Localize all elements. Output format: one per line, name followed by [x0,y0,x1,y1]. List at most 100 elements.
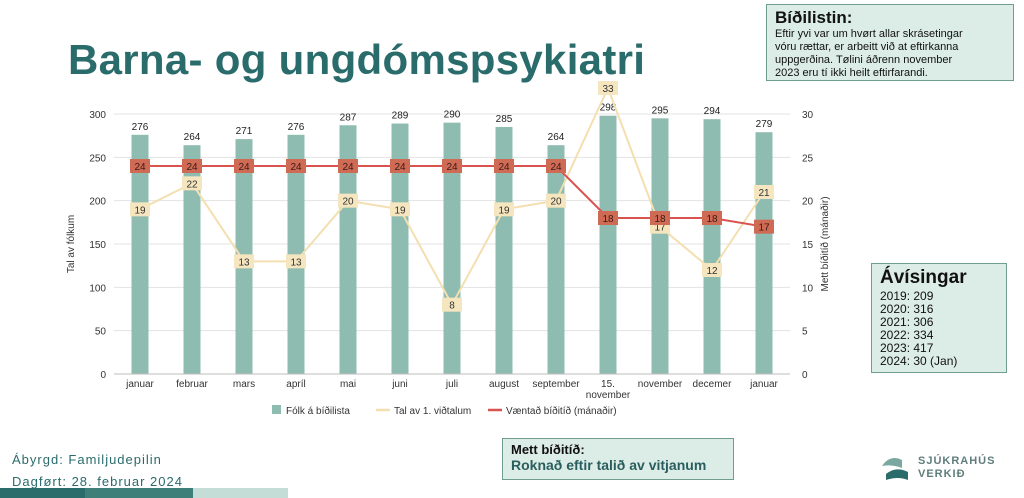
estimated-wait-heading: Mett bíðitíð: [511,442,585,457]
x-tick-label: decemer [693,379,733,390]
bar-value-label: 294 [704,106,721,117]
estimated-wait-text: Roknað eftir talið av vitjanum [511,457,707,473]
y2-tick-label: 30 [802,110,814,121]
wait-point [546,159,566,173]
visits-point [130,202,150,217]
x-tick-label: september [532,379,580,390]
y-tick-label: 100 [89,283,106,294]
y-tick-label: 200 [89,197,106,208]
visits-point [546,193,566,208]
y2-tick-label: 10 [802,283,814,294]
referrals-box: Ávísingar 2019: 209 2020: 316 2021: 306 … [871,263,1007,373]
wait-point [390,159,410,173]
bar [547,145,565,374]
x-tick-label: januar [125,379,154,390]
bar-value-label: 285 [496,114,513,125]
bar [287,134,305,374]
visits-value-label: 20 [550,197,562,208]
wait-value-label: 24 [134,162,146,173]
bar [703,119,721,374]
visits-value-label: 17 [654,223,666,234]
referrals-row: 2020: 316 [880,302,934,316]
legend-label: Fólk á bíðilista [286,405,350,417]
bar-value-label: 298 [600,103,617,114]
y2-tick-label: 5 [802,327,808,338]
bar-value-label: 289 [392,111,409,122]
y-tick-label: 250 [89,153,106,164]
wait-point [494,159,514,173]
x-tick-label: apríl [286,379,305,390]
visits-point [494,202,514,217]
wait-value-label: 18 [602,214,614,225]
y-tick-label: 50 [95,327,107,338]
visits-point [650,219,670,234]
footer-stripe [0,488,85,498]
x-tick-label: juli [445,379,458,390]
wait-line [140,165,765,228]
visits-point [234,254,254,269]
y-tick-label: 0 [100,370,106,381]
wait-value-label: 24 [394,162,406,173]
y2-tick-label: 25 [802,153,814,164]
logo-line: VERKIÐ [918,468,966,480]
x-tick-label: februar [176,379,208,390]
x-tick-label: november [638,379,683,390]
x-tick-label: januar [749,379,778,390]
responsible-text: Ábyrgd: Familjudepilin [12,452,162,467]
updated-text: Dagført: 28. februar 2024 [12,474,183,489]
referrals-row: 2021: 306 [880,315,934,329]
visits-point [390,202,410,217]
visits-point [182,176,202,191]
visits-value-label: 19 [134,205,146,216]
bar [235,139,253,374]
wait-point [130,159,150,173]
visits-value-label: 13 [290,257,302,268]
visits-value-label: 22 [186,179,198,190]
visits-point [442,297,462,312]
referrals-row: 2023: 417 [880,341,934,355]
estimated-wait-note: Mett bíðitíð: Roknað eftir talið av vitj… [502,438,734,480]
x-tick-label: november [586,390,631,401]
wait-value-label: 18 [706,214,718,225]
waiting-list-note-line: 2023 eru tí ikki heilt eftirfarandi. [775,67,928,79]
wait-value-label: 24 [498,162,510,173]
wait-point [182,159,202,173]
wait-value-label: 17 [758,223,770,234]
waiting-list-note-heading: Bíðilistin: [775,8,853,27]
y2-axis-title: Mett bíðitíð (mánaðir) [819,196,831,291]
visits-point [754,185,774,199]
bar [495,127,513,374]
wait-point [650,211,670,225]
wait-point [702,211,722,225]
x-tick-label: 15. [601,379,615,390]
wait-point [442,159,462,173]
visits-value-label: 20 [342,197,354,208]
wait-point [286,159,306,173]
logo-line: SJÚKRAHÚS [918,455,996,467]
visits-point [338,193,358,208]
bar [391,123,409,375]
waiting-list-note: Bíðilistin: Eftir yvi var um hvørt allar… [766,4,1014,81]
x-tick-label: mars [233,379,255,390]
bar-value-label: 287 [340,112,357,123]
wait-value-label: 24 [550,162,562,173]
y2-tick-label: 20 [802,197,814,208]
referrals-heading: Ávísingar [880,267,967,288]
wait-value-label: 24 [342,162,354,173]
visits-value-label: 13 [238,257,250,268]
y-tick-label: 300 [89,110,106,121]
footer-stripe [85,488,193,498]
bar [443,122,461,375]
footer-stripe [193,488,288,498]
visits-line [139,85,765,307]
visits-value-label: 19 [498,205,510,216]
logo-wordmark: SJÚKRAHÚS VERKIÐ [918,455,995,481]
wait-point [754,219,774,234]
waiting-list-note-line: Eftir yvi var um hvørt allar skrásetinga… [775,28,963,40]
y-tick-label: 150 [89,240,106,251]
bar [339,125,357,375]
bar [755,132,773,374]
hospital-logo-icon [882,458,908,480]
referrals-row: 2024: 30 (Jan) [880,354,958,368]
referrals-row: 2019: 209 [880,289,934,303]
